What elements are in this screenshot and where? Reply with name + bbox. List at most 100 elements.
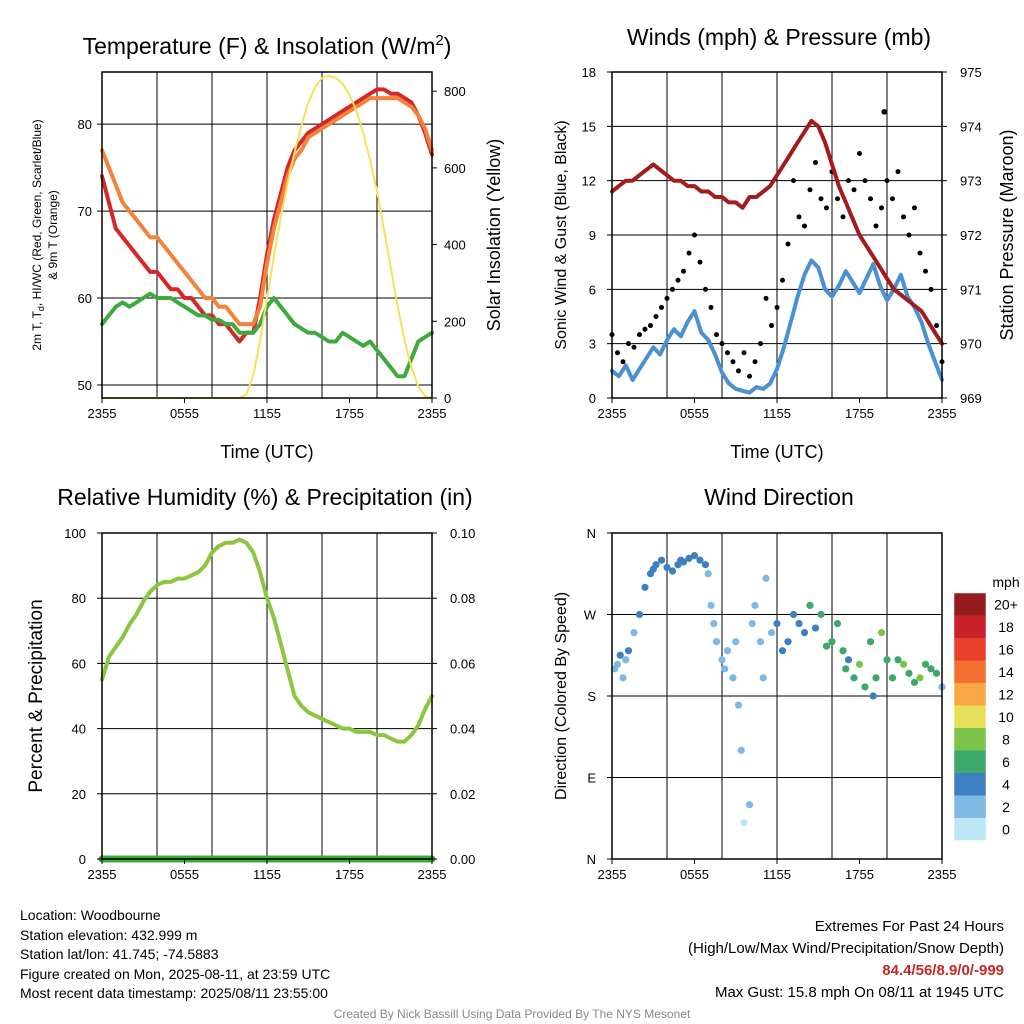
colorbar-label: 8 — [1002, 731, 1010, 747]
colorbar-swatch — [954, 795, 986, 818]
colorbar-swatch — [954, 773, 986, 796]
direction-point — [833, 619, 842, 628]
x-tick-label: 2355 — [598, 867, 627, 882]
gust-point — [675, 277, 681, 283]
colorbar: 0 2 4 6 8 10 12 14 16 18 20+ mph — [953, 574, 1020, 841]
colorbar-swatch — [954, 593, 986, 616]
gust-point — [653, 314, 659, 319]
direction-point — [635, 610, 644, 619]
gust-point — [917, 250, 923, 256]
x-tick-label: 1755 — [845, 406, 874, 421]
gust-point — [890, 196, 895, 202]
gust-point — [736, 368, 741, 374]
title-end: ) — [444, 33, 452, 59]
direction-point — [616, 651, 624, 659]
gust-point — [851, 187, 857, 193]
y-axis-label: Direction (Colored By Speed) — [553, 592, 570, 800]
x-tick-label: 0555 — [680, 867, 709, 882]
direction-point — [877, 629, 886, 637]
colorbar-border — [953, 592, 987, 841]
x-axis-label: Time (UTC) — [220, 442, 313, 462]
gust-point — [686, 250, 692, 256]
y-tick-label: 0 — [589, 391, 596, 406]
gust-point — [774, 304, 780, 310]
y-tick-label: N — [587, 852, 596, 867]
direction-point — [784, 638, 792, 646]
direction-point — [613, 660, 622, 668]
direction-point — [679, 558, 688, 566]
y2-tick-label: 0.02 — [450, 787, 475, 802]
y2-tick-label: 400 — [444, 238, 466, 253]
x-tick-label: 2355 — [928, 867, 957, 882]
direction-point — [817, 610, 825, 619]
direction-point — [806, 601, 814, 610]
series-line-t9m — [100, 96, 434, 327]
direction-point — [751, 601, 759, 610]
y2-tick-label: 975 — [960, 65, 982, 80]
y2-tick-label: 0 — [444, 391, 451, 406]
colorbar-label: 6 — [1002, 754, 1010, 770]
direction-point — [624, 647, 633, 655]
y-tick-label: 6 — [589, 282, 596, 297]
y-tick-label: W — [584, 608, 597, 623]
direction-point — [866, 638, 875, 646]
x-tick-label: 1155 — [763, 406, 791, 421]
y-tick-label: 3 — [589, 337, 596, 352]
direction-point — [850, 674, 858, 682]
station-info: Location: Woodbourne Station elevation: … — [20, 906, 330, 1004]
direction-point — [795, 619, 803, 628]
recent-text: Most recent data timestamp: 2025/08/11 2… — [20, 985, 328, 1001]
gust-point — [928, 286, 934, 292]
gust-point — [708, 304, 714, 310]
x-tick-label: 2355 — [88, 867, 117, 882]
y-tick-label: N — [587, 526, 596, 541]
max-gust-text: Max Gust: 15.8 mph On 08/11 at 1945 UTC — [714, 984, 1004, 1001]
direction-point — [690, 552, 699, 560]
y2-tick-label: 971 — [960, 282, 982, 297]
gust-point — [747, 373, 752, 379]
series-line-pressure — [610, 118, 944, 346]
gust-point — [758, 341, 763, 347]
x-tick-label: 1755 — [845, 867, 874, 882]
y2-tick-label: 973 — [960, 174, 982, 189]
gust-point — [769, 323, 774, 329]
direction-point — [800, 629, 809, 637]
panel-temperature: 2355 0555 1155 1755 235550607080020040060080… — [30, 32, 504, 462]
extremes-subtitle: (High/Low/Max Wind/Precipitation/Snow De… — [688, 940, 1004, 957]
y2-tick-label: 800 — [444, 84, 466, 99]
y-tick-label: 60 — [72, 656, 86, 671]
y-tick-label: E — [587, 771, 596, 786]
series-line-wind — [610, 258, 944, 395]
y-tick-label: 40 — [72, 722, 86, 737]
direction-point — [872, 674, 880, 682]
y-tick-label: 20 — [72, 787, 86, 802]
y2-tick-label: 0.00 — [450, 852, 475, 867]
direction-point — [899, 660, 908, 668]
y-tick-label: 60 — [78, 291, 92, 306]
direction-point — [861, 683, 869, 691]
colorbar-swatch — [954, 660, 986, 683]
direction-point — [704, 570, 712, 578]
gust-point — [615, 350, 620, 356]
colorbar-label: 20+ — [994, 596, 1018, 612]
colorbar-swatch — [954, 818, 986, 841]
y-tick-label: 12 — [582, 174, 596, 189]
chart-title: Temperature (F) & Insolation (W/m2) — [83, 32, 452, 59]
colorbar-label: 14 — [998, 664, 1014, 680]
gust-point — [934, 323, 939, 329]
extremes-title: Extremes For Past 24 Hours — [814, 918, 1004, 935]
gust-point — [868, 196, 873, 202]
direction-point — [869, 692, 877, 700]
colorbar-label: 10 — [998, 709, 1014, 725]
direction-point — [855, 660, 864, 668]
x-tick-label: 2355 — [418, 867, 447, 882]
y-tick-label: 18 — [582, 65, 596, 80]
x-tick-label: 2355 — [598, 406, 627, 421]
y-tick-label: 15 — [582, 119, 596, 134]
gust-point — [752, 359, 758, 365]
y-label-part: , HI/WC (Red, Green, Scarlet/Blue) — [30, 119, 44, 306]
y2-tick-label: 0.04 — [450, 722, 475, 737]
direction-point — [767, 629, 776, 637]
direction-point — [932, 669, 941, 677]
